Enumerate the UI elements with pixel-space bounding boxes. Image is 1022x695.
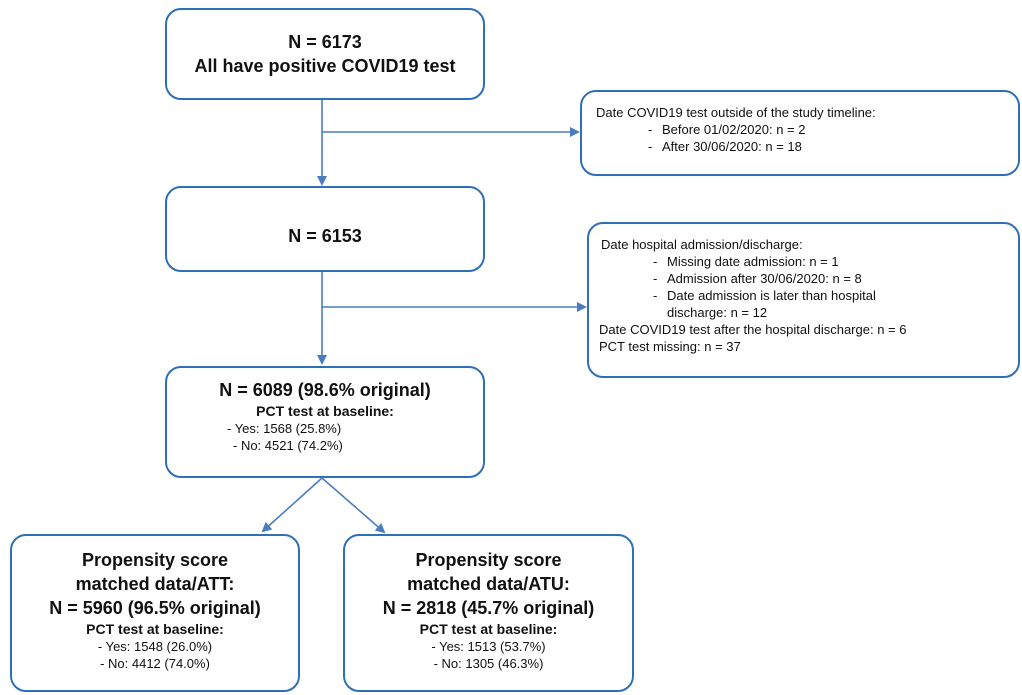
exclusion-1-title: Date COVID19 test outside of the study t… [596,105,876,120]
atu-pct-no: - No: 1305 (46.3%) [433,656,544,671]
final-pct-label: PCT test at baseline: [256,403,394,419]
att-pct-no: - No: 4412 (74.0%) [100,656,210,671]
box-initial-cohort: N = 6173 All have positive COVID19 test [165,8,485,100]
exclusion-2-title: Date hospital admission/discharge: [601,237,803,252]
exclusion-2-item-cont: discharge: n = 12 [667,305,768,320]
att-n: N = 5960 (96.5% original) [49,598,261,618]
exclusion-2-extra: PCT test missing: n = 37 [599,339,741,354]
atu-n: N = 2818 (45.7% original) [382,598,595,618]
atu-title-line-1: Propensity score [415,550,562,570]
exclusion-2-item: Missing date admission: n = 1 [653,253,1018,270]
att-pct-yes: - Yes: 1548 (26.0%) [97,639,213,654]
att-pct-label: PCT test at baseline: [86,621,224,637]
exclusion-2-item: Date admission is later than hospital [653,287,1018,304]
atu-pct-label: PCT test at baseline: [419,621,558,637]
att-title-line-1: Propensity score [81,550,229,570]
initial-description: All have positive COVID19 test [194,56,456,76]
exclusion-2-extra: Date COVID19 test after the hospital dis… [599,322,907,337]
exclusion-2-item: Admission after 30/06/2020: n = 8 [653,270,1018,287]
box-matched-att: Propensity score matched data/ATT: N = 5… [10,534,300,692]
initial-n: N = 6173 [288,32,362,52]
final-n: N = 6089 (98.6% original) [219,380,431,400]
mid-n: N = 6153 [288,226,362,246]
exclusion-1-item: After 30/06/2020: n = 18 [648,138,1018,155]
arrow-final-to-atu [321,477,386,534]
box-exclusion-timeline: Date COVID19 test outside of the study t… [580,90,1020,176]
att-title-line-2: matched data/ATT: [75,574,235,594]
arrow-final-to-att [261,477,323,533]
exclusion-1-item: Before 01/02/2020: n = 2 [648,121,1018,138]
box-after-timeline: N = 6153 [165,186,485,272]
final-pct-yes: - Yes: 1568 (25.8%) [227,421,342,436]
atu-title-line-2: matched data/ATU: [407,574,570,594]
final-pct-no: - No: 4521 (74.2%) [233,438,343,453]
atu-pct-yes: - Yes: 1513 (53.7%) [431,639,546,654]
box-final-cohort: N = 6089 (98.6% original) PCT test at ba… [165,366,485,478]
box-matched-atu: Propensity score matched data/ATU: N = 2… [343,534,634,692]
box-exclusion-hospital: Date hospital admission/discharge: Missi… [587,222,1020,378]
